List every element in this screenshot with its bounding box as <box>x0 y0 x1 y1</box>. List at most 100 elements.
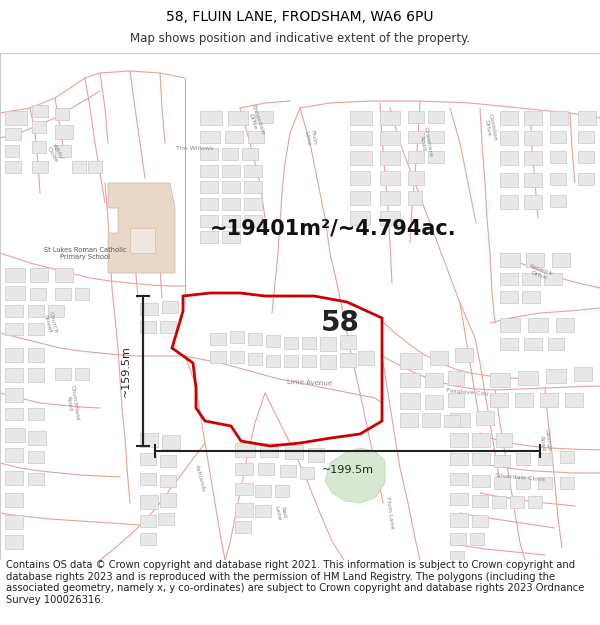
Bar <box>540 393 558 407</box>
Bar <box>28 408 44 420</box>
Bar <box>260 443 278 457</box>
Bar <box>350 211 370 225</box>
Bar <box>400 413 418 427</box>
Bar <box>470 533 484 545</box>
Bar <box>522 273 540 285</box>
Bar <box>548 338 564 350</box>
Bar <box>258 463 274 475</box>
Bar <box>5 268 25 282</box>
Bar <box>500 338 518 350</box>
Bar <box>158 513 174 525</box>
Bar <box>160 455 176 467</box>
Bar <box>320 355 336 369</box>
Text: ~19401m²/~4.794ac.: ~19401m²/~4.794ac. <box>210 218 457 238</box>
Bar <box>496 433 512 447</box>
Bar <box>472 475 490 487</box>
Bar <box>472 453 490 465</box>
Bar <box>425 373 443 387</box>
Bar <box>5 323 23 335</box>
Bar <box>408 151 424 163</box>
Text: The Willows: The Willows <box>176 146 214 151</box>
Bar <box>248 353 262 365</box>
Bar <box>160 493 176 507</box>
Bar <box>284 355 298 367</box>
Bar <box>408 131 424 143</box>
Bar <box>255 485 271 497</box>
Text: Churchfield
Road: Churchfield Road <box>64 384 80 421</box>
Text: Red
Lane: Red Lane <box>273 504 287 522</box>
Bar <box>560 477 574 489</box>
Bar <box>284 337 298 349</box>
Bar <box>5 535 23 549</box>
Bar <box>500 131 518 145</box>
Bar <box>30 288 46 300</box>
Bar <box>140 303 158 315</box>
Bar <box>244 198 262 210</box>
Bar <box>285 445 303 459</box>
Bar <box>510 496 524 508</box>
Bar <box>200 181 218 193</box>
Bar <box>55 268 73 282</box>
Bar <box>500 273 518 285</box>
Bar <box>524 173 542 187</box>
Bar <box>88 161 102 173</box>
Bar <box>380 131 400 145</box>
Bar <box>428 111 444 123</box>
Bar <box>5 128 21 140</box>
Bar <box>515 393 533 407</box>
Bar <box>30 268 48 282</box>
Bar <box>476 411 494 425</box>
Bar <box>32 161 48 173</box>
Text: Church
Street: Church Street <box>42 311 58 335</box>
Bar <box>565 393 583 407</box>
Bar <box>248 131 264 143</box>
Bar <box>210 351 226 363</box>
Bar <box>28 451 44 463</box>
Bar <box>552 253 570 267</box>
Bar <box>450 473 468 485</box>
Text: 58: 58 <box>320 309 359 337</box>
Bar <box>140 495 158 509</box>
Bar <box>55 145 71 157</box>
Text: Withy
Close: Withy Close <box>46 142 64 164</box>
Bar <box>578 173 594 185</box>
Bar <box>408 171 424 185</box>
Text: Fluin
Lane: Fluin Lane <box>304 129 317 146</box>
Bar <box>516 477 530 489</box>
Bar <box>222 231 240 243</box>
Bar <box>455 348 473 362</box>
Bar <box>235 503 253 517</box>
Bar <box>222 198 240 210</box>
Bar <box>472 515 488 527</box>
Polygon shape <box>325 448 385 503</box>
Bar <box>140 515 156 527</box>
Bar <box>494 477 510 489</box>
Bar <box>160 475 176 487</box>
Bar <box>55 368 71 380</box>
Bar <box>140 453 156 465</box>
Bar <box>526 253 544 267</box>
Bar <box>492 496 506 508</box>
Bar <box>244 215 262 227</box>
Bar <box>578 131 594 143</box>
Bar <box>55 125 73 139</box>
Bar <box>450 453 468 465</box>
Bar <box>544 273 562 285</box>
Bar <box>244 165 262 177</box>
Bar <box>5 368 23 382</box>
Bar <box>28 348 44 362</box>
Text: ~159.5m: ~159.5m <box>121 345 131 397</box>
Bar <box>28 323 44 335</box>
Bar <box>320 337 336 351</box>
Text: Keswick
Drive: Keswick Drive <box>526 264 554 282</box>
Text: Lime Avenue: Lime Avenue <box>287 379 332 387</box>
Bar <box>28 431 46 445</box>
Bar <box>450 493 468 505</box>
Bar <box>546 369 566 383</box>
Bar <box>235 443 255 457</box>
Bar <box>162 301 178 313</box>
Bar <box>428 151 444 163</box>
Bar <box>494 455 510 467</box>
Bar <box>528 318 548 332</box>
Bar <box>350 111 372 125</box>
